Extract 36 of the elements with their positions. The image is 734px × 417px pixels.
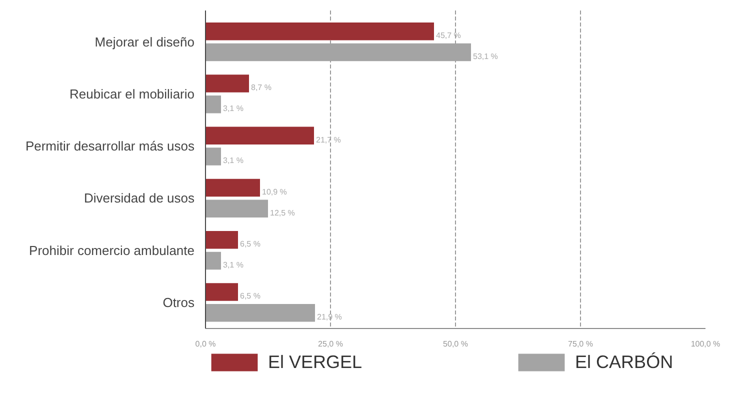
bar: [206, 148, 221, 166]
data-label: 12,5 %: [270, 208, 295, 218]
data-label: 53,1 %: [473, 52, 498, 61]
data-label: 6,5 %: [240, 292, 260, 301]
bar: [206, 200, 268, 218]
data-label: 3,1 %: [223, 156, 244, 166]
x-tick-label: 25,0 %: [318, 340, 343, 348]
bar: [206, 22, 434, 40]
y-tick-label: Permitir desarrollar más usos: [25, 138, 195, 154]
x-tick-label: 75,0 %: [568, 340, 593, 348]
y-tick-label: Prohibir comercio ambulante: [29, 242, 195, 258]
y-tick-label: Otros: [162, 294, 195, 310]
data-label: 21,9 %: [317, 312, 342, 322]
bar: [206, 95, 221, 114]
bar: [206, 74, 249, 92]
legend-label: El CARBÓN: [575, 352, 674, 372]
y-tick-label: Mejorar el diseño: [94, 34, 195, 50]
bar: [206, 283, 238, 301]
data-label: 3,1 %: [223, 260, 244, 270]
data-label: 8,7 %: [251, 83, 272, 92]
x-tick-label: 0,0 %: [195, 340, 216, 348]
bar: [206, 126, 314, 144]
bar: [206, 178, 260, 197]
data-label: 21,7 %: [316, 135, 341, 144]
bar: [206, 252, 221, 270]
bar: [206, 231, 238, 249]
bar: [206, 304, 315, 322]
data-label: 6,5 %: [240, 240, 260, 249]
legend-label: El VERGEL: [268, 352, 362, 372]
data-label: 45,7 %: [436, 31, 461, 40]
y-tick-label: Reubicar el mobiliario: [70, 86, 194, 102]
y-tick-label: Diversidad de usos: [84, 190, 195, 206]
x-tick-label: 100,0 %: [690, 340, 720, 348]
data-label: 3,1 %: [223, 104, 244, 114]
x-tick-label: 50,0 %: [443, 340, 468, 348]
data-label: 10,9 %: [262, 187, 287, 196]
